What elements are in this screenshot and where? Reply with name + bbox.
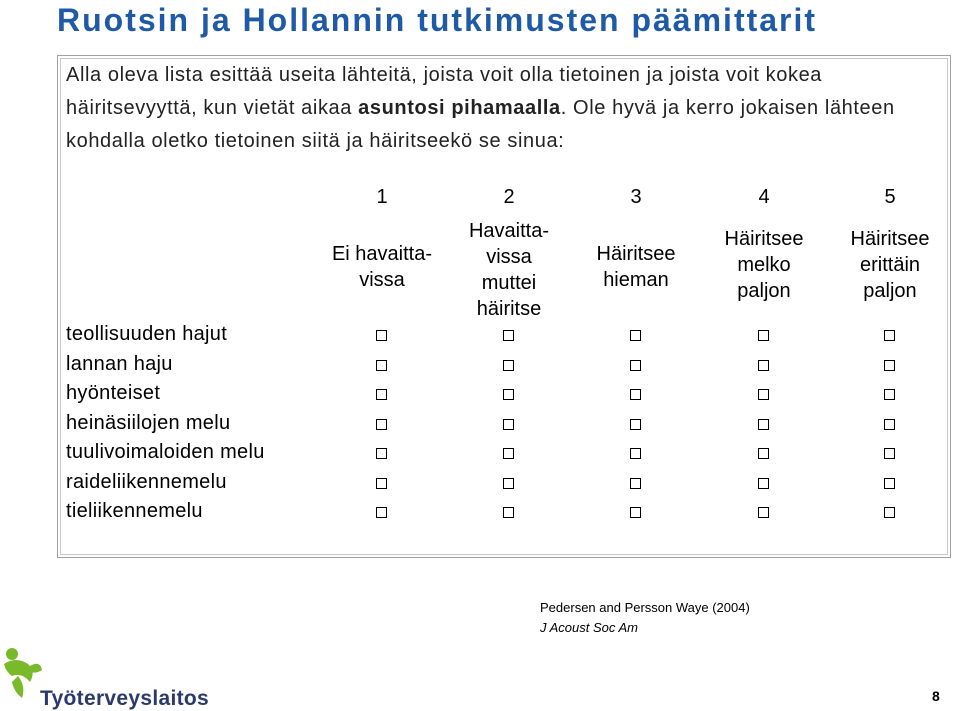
rating-checkbox[interactable] [376, 507, 387, 518]
rating-checkbox[interactable] [884, 418, 895, 430]
questionnaire-inner-border [60, 58, 948, 555]
rating-checkbox[interactable] [884, 389, 895, 400]
rating-checkbox[interactable] [884, 448, 895, 459]
source-label: teollisuuden hajut [66, 323, 228, 345]
page-number: 8 [932, 688, 940, 704]
scale-number: 4 [758, 186, 770, 208]
scale-label: Ei havaitta-vissa [322, 241, 442, 293]
rating-checkbox[interactable] [884, 507, 895, 518]
logo-wordmark: Työterveyslaitos [40, 687, 209, 710]
rating-checkbox[interactable] [630, 389, 641, 400]
scale-label: Häiritsee melko paljon [704, 226, 824, 304]
intro-text: Alla oleva lista esittää useita lähteitä… [66, 59, 946, 158]
rating-checkbox[interactable] [503, 477, 514, 489]
scale-number: 1 [376, 186, 388, 208]
rating-checkbox[interactable] [758, 330, 769, 341]
intro-part1: Alla oleva lista esittää useita lähteitä… [66, 64, 823, 119]
rating-checkbox[interactable] [376, 389, 387, 400]
scale-number: 5 [884, 186, 896, 208]
rating-checkbox[interactable] [758, 448, 769, 459]
leaf-figure-icon [4, 648, 42, 698]
rating-checkbox[interactable] [884, 330, 895, 341]
rating-checkbox[interactable] [503, 330, 514, 341]
rating-checkbox[interactable] [758, 389, 769, 400]
scale-label: Havaitta-vissa muttei häiritse [449, 218, 569, 322]
rating-checkbox[interactable] [503, 389, 514, 400]
rating-checkbox[interactable] [503, 448, 514, 459]
scale-label-line: Ei havaitta- [331, 243, 433, 265]
scale-label-line: vissa [486, 246, 532, 268]
rating-checkbox[interactable] [884, 477, 895, 489]
scale-label-line: muttei [481, 272, 537, 294]
source-label: tieliikennemelu [66, 500, 203, 522]
rating-checkbox[interactable] [503, 507, 514, 518]
scale-number: 2 [503, 186, 515, 208]
scale-label-line: häiritse [476, 298, 542, 320]
scale-number: 3 [630, 186, 642, 208]
rating-checkbox[interactable] [758, 418, 769, 430]
scale-label-line: paljon [737, 280, 791, 302]
rating-checkbox[interactable] [630, 418, 641, 430]
scale-label-line: melko [737, 254, 791, 276]
intro-part2: . Ole hyvä ja kerro jokaisen lähteen koh… [66, 97, 895, 152]
source-label: hyönteiset [66, 382, 161, 404]
citation-authors: Pedersen and Persson Waye (2004) [540, 600, 750, 615]
scale-label-line: Havaitta- [468, 220, 550, 242]
source-label: tuulivoimaloiden melu [66, 441, 265, 463]
rating-checkbox[interactable] [376, 477, 387, 489]
scale-label: Häiritsee erittäin paljon [830, 226, 950, 304]
scale-label-line: Häiritsee [596, 243, 676, 265]
rating-checkbox[interactable] [630, 477, 641, 489]
rating-checkbox[interactable] [630, 330, 641, 341]
rating-checkbox[interactable] [503, 418, 514, 430]
questionnaire-frame: Alla oleva lista esittää useita lähteitä… [57, 55, 951, 558]
source-label: raideliikennemelu [66, 470, 227, 493]
rating-checkbox[interactable] [376, 359, 387, 371]
rating-checkbox[interactable] [758, 507, 769, 518]
rating-checkbox[interactable] [630, 359, 641, 371]
rating-checkbox[interactable] [630, 507, 641, 518]
rating-checkbox[interactable] [758, 359, 769, 371]
scale-label-line: Häiritsee [724, 228, 804, 250]
rating-checkbox[interactable] [376, 330, 387, 341]
scale-label-line: Häiritsee [850, 228, 930, 250]
scale-label-line: erittäin [859, 254, 921, 276]
source-label: lannan haju [66, 352, 173, 375]
rating-checkbox[interactable] [376, 448, 387, 459]
scale-label: Häiritsee hieman [576, 241, 696, 293]
scale-label-line: vissa [359, 269, 405, 291]
citation: Pedersen and Persson Waye (2004) J Acous… [540, 598, 750, 638]
intro-emphasis: asuntosi pihamaalla [358, 97, 561, 119]
rating-checkbox[interactable] [376, 418, 387, 430]
rating-checkbox[interactable] [758, 477, 769, 489]
page-title: Ruotsin ja Hollannin tutkimusten päämitt… [57, 2, 818, 38]
scale-label-line: paljon [863, 280, 917, 302]
scale-label-line: hieman [603, 269, 669, 291]
rating-checkbox[interactable] [630, 448, 641, 459]
rating-checkbox[interactable] [884, 359, 895, 371]
rating-checkbox[interactable] [503, 359, 514, 371]
source-label: heinäsiilojen melu [66, 411, 231, 434]
citation-journal: J Acoust Soc Am [540, 620, 639, 635]
